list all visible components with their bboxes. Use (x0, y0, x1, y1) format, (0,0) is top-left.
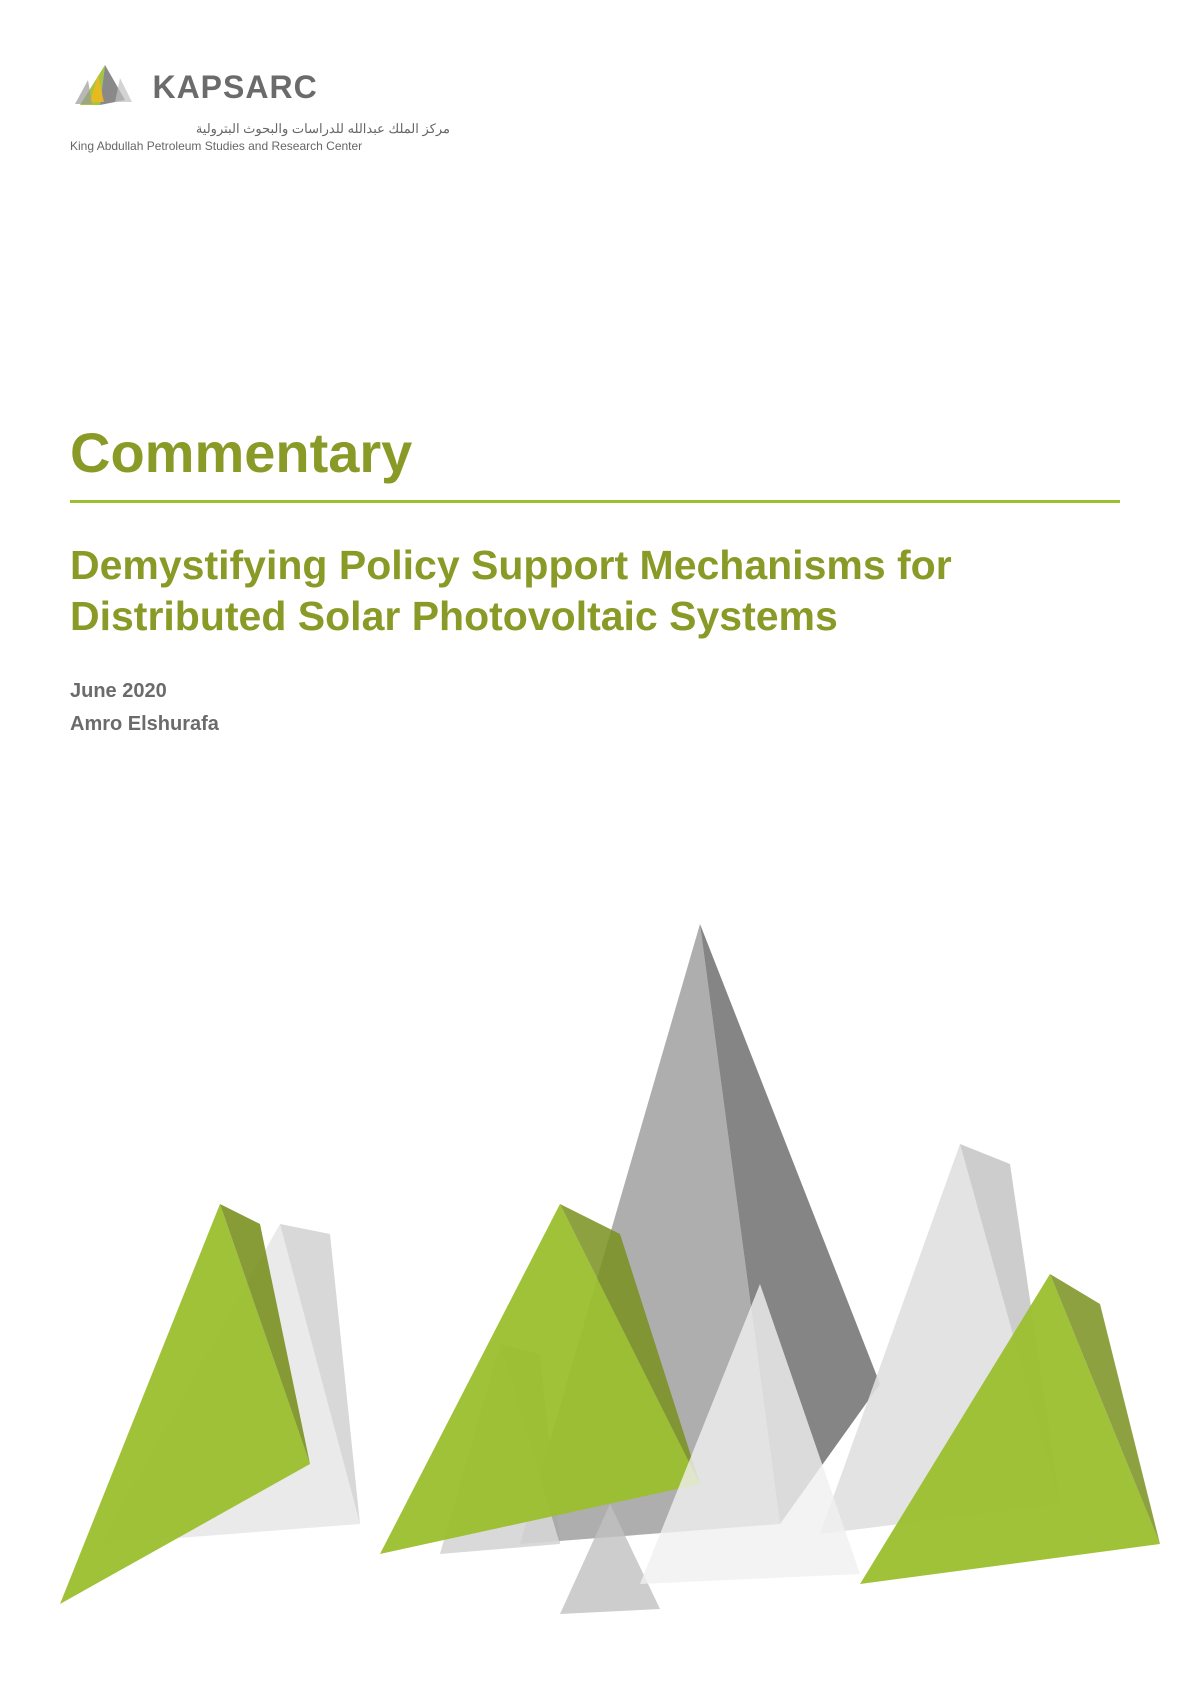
logo-row: KAPSARC (70, 60, 470, 115)
document-date: June 2020 (70, 680, 219, 703)
logo-subtitle-english: King Abdullah Petroleum Studies and Rese… (70, 139, 470, 153)
title-divider (70, 500, 1120, 503)
logo-subtitle-arabic: مركز الملك عبدالله للدراسات والبحوث البت… (70, 121, 450, 137)
document-title: Demystifying Policy Support Mechanisms f… (70, 540, 1120, 643)
kapsarc-logo-icon (70, 60, 140, 115)
document-type-label: Commentary (70, 420, 412, 485)
logo-name: KAPSARC (152, 69, 317, 106)
document-meta: June 2020 Amro Elshurafa (70, 680, 219, 746)
cover-artwork (0, 784, 1191, 1684)
document-author: Amro Elshurafa (70, 713, 219, 736)
logo-block: KAPSARC مركز الملك عبدالله للدراسات والب… (70, 60, 470, 153)
